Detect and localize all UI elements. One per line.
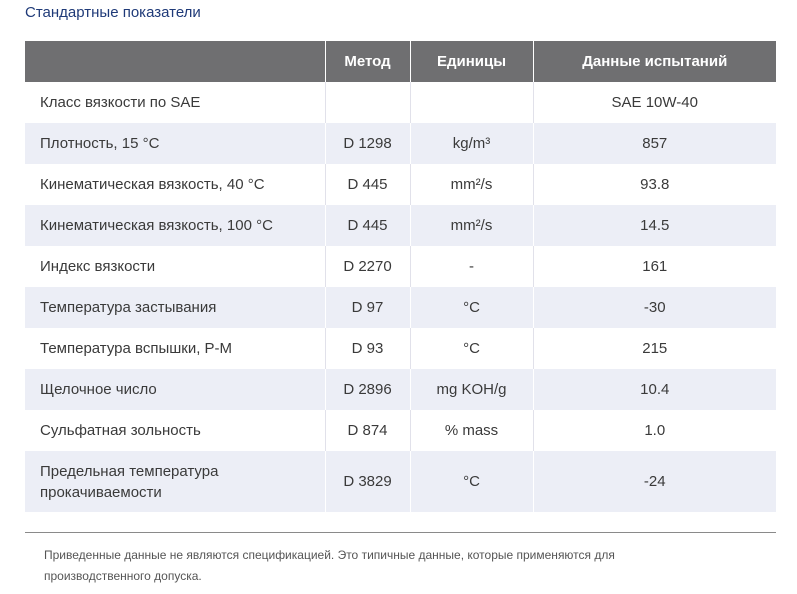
cell-method <box>324 82 410 123</box>
cell-units: mg KOH/g <box>409 369 533 410</box>
cell-property: Сульфатная зольность <box>25 410 325 451</box>
table-row: Класс вязкости по SAE SAE 10W-40 <box>25 82 776 123</box>
cell-method: D 445 <box>324 205 410 246</box>
cell-method: D 874 <box>324 410 410 451</box>
cell-value: 93.8 <box>532 164 776 205</box>
cell-method: D 445 <box>324 164 410 205</box>
cell-units: - <box>409 246 533 287</box>
cell-value: 161 <box>532 246 776 287</box>
cell-value: 857 <box>532 123 776 164</box>
cell-property: Кинематическая вязкость, 100 °C <box>25 205 325 246</box>
cell-property: Плотность, 15 °C <box>25 123 325 164</box>
table-header-row: Метод Единицы Данные испытаний <box>25 41 776 82</box>
table-row: Сульфатная зольность D 874 % mass 1.0 <box>25 410 776 451</box>
specs-table: Метод Единицы Данные испытаний Класс вяз… <box>25 41 776 512</box>
header-method: Метод <box>324 41 410 82</box>
cell-units <box>409 82 533 123</box>
divider <box>25 532 776 533</box>
cell-property: Температура застывания <box>25 287 325 328</box>
cell-value: 215 <box>532 328 776 369</box>
section-title: Стандартные показатели <box>25 4 201 21</box>
table-row: Температура застывания D 97 °C -30 <box>25 287 776 328</box>
cell-value: -30 <box>532 287 776 328</box>
cell-units: % mass <box>409 410 533 451</box>
cell-property: Класс вязкости по SAE <box>25 82 325 123</box>
cell-method: D 2270 <box>324 246 410 287</box>
table-row: Кинематическая вязкость, 100 °C D 445 mm… <box>25 205 776 246</box>
cell-units: °C <box>409 328 533 369</box>
header-property <box>25 41 325 82</box>
cell-property: Кинематическая вязкость, 40 °C <box>25 164 325 205</box>
cell-property: Щелочное число <box>25 369 325 410</box>
table-row: Предельная температура прокачиваемости D… <box>25 451 776 512</box>
cell-units: °C <box>409 287 533 328</box>
cell-property: Температура вспышки, P-M <box>25 328 325 369</box>
cell-method: D 3829 <box>324 451 410 512</box>
header-test-data: Данные испытаний <box>532 41 776 82</box>
cell-value: -24 <box>532 451 776 512</box>
cell-property: Индекс вязкости <box>25 246 325 287</box>
cell-method: D 97 <box>324 287 410 328</box>
cell-property: Предельная температура прокачиваемости <box>25 451 325 512</box>
cell-value: 14.5 <box>532 205 776 246</box>
cell-units: mm²/s <box>409 205 533 246</box>
cell-method: D 93 <box>324 328 410 369</box>
cell-value: 1.0 <box>532 410 776 451</box>
table-row: Индекс вязкости D 2270 - 161 <box>25 246 776 287</box>
cell-units: mm²/s <box>409 164 533 205</box>
cell-units: °C <box>409 451 533 512</box>
table-row: Щелочное число D 2896 mg KOH/g 10.4 <box>25 369 776 410</box>
cell-value: 10.4 <box>532 369 776 410</box>
cell-value: SAE 10W-40 <box>532 82 776 123</box>
header-units: Единицы <box>409 41 533 82</box>
footnote: Приведенные данные не являются специфика… <box>44 548 615 583</box>
cell-method: D 1298 <box>324 123 410 164</box>
cell-units: kg/m³ <box>409 123 533 164</box>
table-row: Кинематическая вязкость, 40 °C D 445 mm²… <box>25 164 776 205</box>
table-row: Температура вспышки, P-M D 93 °C 215 <box>25 328 776 369</box>
cell-method: D 2896 <box>324 369 410 410</box>
table-row: Плотность, 15 °C D 1298 kg/m³ 857 <box>25 123 776 164</box>
